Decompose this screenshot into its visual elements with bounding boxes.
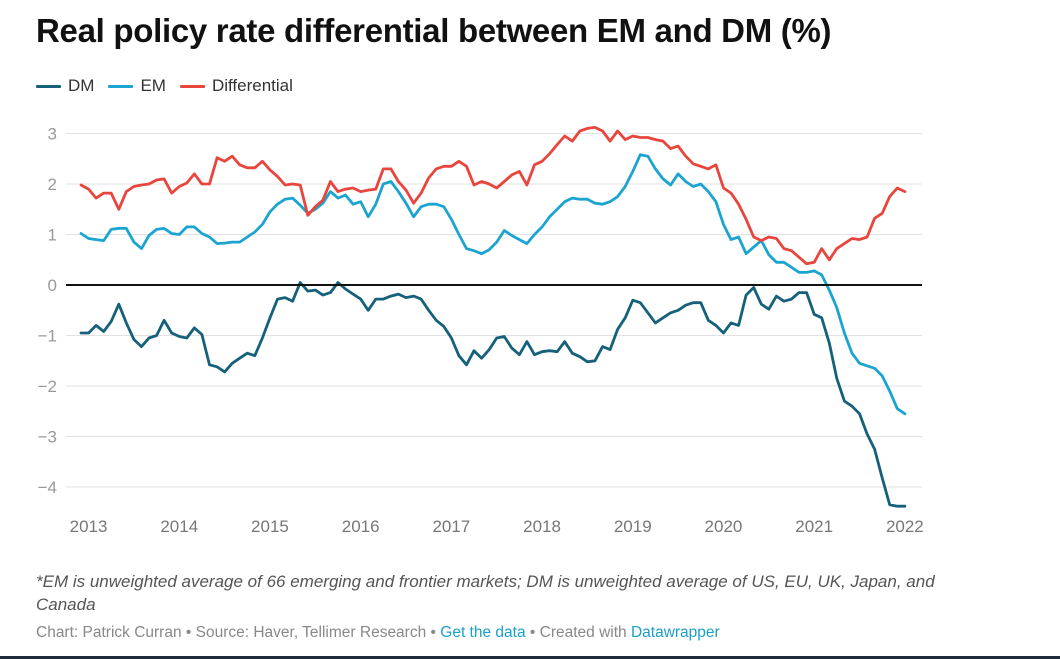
separator: •: [181, 624, 196, 641]
x-tick-label: 2022: [886, 517, 924, 536]
legend-label-dm: DM: [68, 76, 95, 95]
legend-item-em: EM: [108, 76, 166, 96]
legend: DM EM Differential: [36, 76, 307, 96]
series-line-dm: [79, 281, 907, 508]
credit-text: Chart: Patrick Curran: [36, 624, 182, 641]
y-tick-label: 3: [48, 125, 57, 144]
legend-item-differential: Differential: [179, 76, 293, 96]
y-tick-label: −1: [38, 327, 57, 346]
chart-title: Real policy rate differential between EM…: [36, 12, 832, 49]
legend-swatch-dm: [36, 84, 61, 88]
created-with-text: Created with: [539, 624, 631, 641]
x-tick-label: 2016: [342, 517, 380, 536]
legend-label-differential: Differential: [211, 76, 293, 95]
legend-item-dm: DM: [36, 76, 94, 96]
y-tick-label: 1: [48, 226, 57, 245]
chart-notes: *EM is unweighted average of 66 emerging…: [36, 572, 935, 614]
series-line-em: [79, 153, 907, 416]
get-the-data-link[interactable]: Get the data: [440, 624, 526, 641]
x-tick-label: 2021: [795, 517, 833, 536]
separator: •: [525, 624, 540, 641]
series-line-differential: [79, 125, 907, 266]
x-tick-label: 2014: [160, 517, 198, 536]
legend-swatch-em: [108, 84, 134, 88]
x-tick-label: 2017: [432, 517, 470, 536]
source-text: Source: Haver, Tellimer Research: [195, 624, 427, 641]
series-lines: [66, 125, 922, 508]
x-tick-label: 2018: [523, 517, 561, 536]
legend-label-em: EM: [140, 76, 166, 95]
y-tick-label: −3: [38, 428, 57, 447]
bottom-edge: [0, 656, 1060, 659]
chart-footer: Chart: Patrick Curran • Source: Haver, T…: [36, 624, 720, 642]
x-tick-label: 2020: [705, 517, 743, 536]
y-tick-label: −4: [38, 478, 57, 497]
y-axis-ticks: 3 2 1 0 −4 −3 −2 −1: [38, 125, 57, 498]
legend-swatch-differential: [179, 84, 205, 88]
datawrapper-link[interactable]: Datawrapper: [630, 624, 720, 641]
y-tick-label: 0: [48, 276, 57, 295]
y-tick-label: −2: [38, 377, 57, 396]
x-tick-label: 2019: [614, 517, 652, 536]
x-tick-label: 2015: [251, 517, 289, 536]
x-axis-ticks: 2013 2014 2015 2016 2017 2018 2019 2020 2021 2022: [70, 517, 924, 536]
y-tick-label: 2: [48, 175, 57, 194]
x-tick-label: 2013: [70, 517, 108, 536]
separator: •: [426, 624, 441, 641]
